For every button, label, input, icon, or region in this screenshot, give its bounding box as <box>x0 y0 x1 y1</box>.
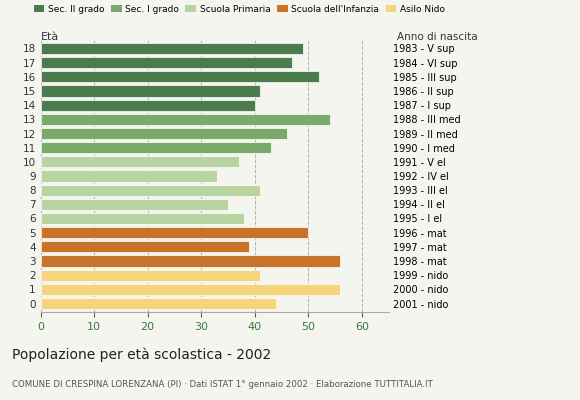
Bar <box>41 185 260 196</box>
Text: COMUNE DI CRESPINA LORENZANA (PI) · Dati ISTAT 1° gennaio 2002 · Elaborazione TU: COMUNE DI CRESPINA LORENZANA (PI) · Dati… <box>12 380 432 389</box>
Text: Età: Età <box>41 32 59 42</box>
Bar <box>41 128 287 139</box>
Bar <box>41 213 244 224</box>
Bar <box>41 227 309 238</box>
Bar <box>41 256 340 266</box>
Bar <box>41 100 255 111</box>
Bar <box>41 270 260 281</box>
Bar <box>41 142 271 153</box>
Bar <box>41 170 218 182</box>
Bar <box>41 199 228 210</box>
Bar <box>41 43 303 54</box>
Text: Anno di nascita: Anno di nascita <box>397 32 478 42</box>
Legend: Sec. II grado, Sec. I grado, Scuola Primaria, Scuola dell'Infanzia, Asilo Nido: Sec. II grado, Sec. I grado, Scuola Prim… <box>34 4 445 14</box>
Bar <box>41 156 239 167</box>
Bar <box>41 86 260 96</box>
Text: Popolazione per età scolastica - 2002: Popolazione per età scolastica - 2002 <box>12 348 271 362</box>
Bar <box>41 71 319 82</box>
Bar <box>41 57 292 68</box>
Bar <box>41 241 249 252</box>
Bar <box>41 284 340 295</box>
Bar <box>41 114 329 125</box>
Bar <box>41 298 276 309</box>
